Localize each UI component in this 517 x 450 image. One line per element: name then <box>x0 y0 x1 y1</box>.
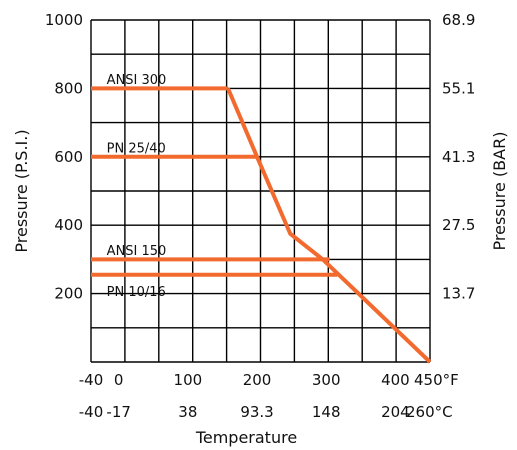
x-tick-label-celsius: 204 <box>381 403 410 421</box>
y-tick-label-left: 200 <box>54 285 83 303</box>
series-label: PN 10/16 <box>107 285 166 300</box>
x-tick-label-celsius: 93.3 <box>240 403 273 421</box>
x-tick-label-fahrenheit: 450°F <box>414 371 459 389</box>
x-tick-label-fahrenheit: 100 <box>174 371 203 389</box>
x-tick-label-fahrenheit: 400 <box>381 371 410 389</box>
y-tick-label-right: 27.5 <box>442 216 475 234</box>
x-axis-title: Temperature <box>195 428 297 447</box>
y-tick-label-left: 1000 <box>45 11 83 29</box>
series-labels: ANSI 300 PN 25/40 ANSI 150 PN 10/16 <box>107 73 167 300</box>
x-tick-label-celsius: -17 <box>106 403 131 421</box>
y-tick-label-left: 400 <box>54 216 83 234</box>
x-tick-label-celsius: 260°C <box>406 403 453 421</box>
x-tick-label-fahrenheit: 0 <box>114 371 124 389</box>
x-tick-label-celsius: 38 <box>178 403 197 421</box>
x-tick-label-fahrenheit: 200 <box>243 371 272 389</box>
y-axis-title-right: Pressure (BAR) <box>490 132 509 251</box>
x-tick-label-celsius: 148 <box>312 403 341 421</box>
y-tick-label-right: 55.1 <box>442 79 475 97</box>
y-tick-label-right: 41.3 <box>442 148 475 166</box>
y-axis-title-left: Pressure (P.S.I.) <box>12 129 31 252</box>
tick-labels: 1000 800 600 400 200 68.9 55.1 41.3 27.5 13.7 -40 0… <box>45 11 476 421</box>
series-label: ANSI 150 <box>107 244 167 259</box>
x-tick-label-celsius: -40 <box>79 403 104 421</box>
x-tick-label-fahrenheit: -40 <box>79 371 104 389</box>
series-label: PN 25/40 <box>107 141 166 156</box>
y-tick-label-left: 600 <box>54 148 83 166</box>
y-tick-label-right: 68.9 <box>442 11 475 29</box>
y-tick-label-left: 800 <box>54 79 83 97</box>
x-tick-label-fahrenheit: 300 <box>312 371 341 389</box>
y-tick-label-right: 13.7 <box>442 285 475 303</box>
rating-curves <box>91 86 432 364</box>
series-line-derating <box>226 87 432 364</box>
grid <box>90 19 431 363</box>
series-label: ANSI 300 <box>107 73 167 88</box>
